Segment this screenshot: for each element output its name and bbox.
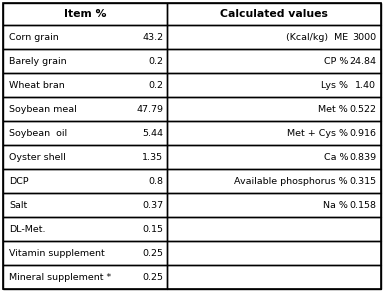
Text: 0.25: 0.25: [142, 272, 164, 281]
Text: Available phosphorus %: Available phosphorus %: [234, 176, 348, 185]
Text: 1.35: 1.35: [142, 152, 164, 161]
Text: 43.2: 43.2: [142, 32, 164, 41]
Bar: [3, 3, 167, 25]
Bar: [167, 49, 381, 73]
Bar: [167, 193, 381, 217]
Text: 0.315: 0.315: [349, 176, 376, 185]
Text: Mineral supplement *: Mineral supplement *: [9, 272, 111, 281]
Bar: [3, 217, 167, 241]
Text: Soybean  oil: Soybean oil: [9, 128, 67, 138]
Bar: [3, 73, 167, 97]
Text: (Kcal/kg)  ME: (Kcal/kg) ME: [286, 32, 348, 41]
Text: Barely grain: Barely grain: [9, 56, 67, 65]
Bar: [167, 169, 381, 193]
Bar: [167, 217, 381, 241]
Text: 0.916: 0.916: [349, 128, 376, 138]
Bar: [167, 241, 381, 265]
Bar: [3, 193, 167, 217]
Text: 0.37: 0.37: [142, 201, 164, 209]
Bar: [3, 265, 167, 289]
Text: Na %: Na %: [323, 201, 348, 209]
Bar: [167, 145, 381, 169]
Text: Met + Cys %: Met + Cys %: [287, 128, 348, 138]
Text: DL-Met.: DL-Met.: [9, 225, 45, 234]
Text: Salt: Salt: [9, 201, 27, 209]
Text: 0.522: 0.522: [349, 105, 376, 114]
Text: 0.839: 0.839: [349, 152, 376, 161]
Text: 0.8: 0.8: [149, 176, 164, 185]
Text: 0.2: 0.2: [149, 56, 164, 65]
Bar: [3, 145, 167, 169]
Bar: [3, 241, 167, 265]
Text: Wheat bran: Wheat bran: [9, 81, 65, 90]
Text: 0.15: 0.15: [142, 225, 164, 234]
Text: 24.84: 24.84: [349, 56, 376, 65]
Text: 0.158: 0.158: [349, 201, 376, 209]
Bar: [3, 49, 167, 73]
Text: Soybean meal: Soybean meal: [9, 105, 77, 114]
Bar: [167, 97, 381, 121]
Text: Item %: Item %: [64, 9, 106, 19]
Text: Oyster shell: Oyster shell: [9, 152, 66, 161]
Text: 5.44: 5.44: [142, 128, 164, 138]
Bar: [3, 169, 167, 193]
Text: Ca %: Ca %: [323, 152, 348, 161]
Text: 3000: 3000: [352, 32, 376, 41]
Bar: [167, 121, 381, 145]
Bar: [3, 25, 167, 49]
Text: CP %: CP %: [324, 56, 348, 65]
Bar: [167, 3, 381, 25]
Text: 0.2: 0.2: [149, 81, 164, 90]
Text: Met %: Met %: [318, 105, 348, 114]
Text: Lys %: Lys %: [321, 81, 348, 90]
Text: DCP: DCP: [9, 176, 29, 185]
Text: Corn grain: Corn grain: [9, 32, 59, 41]
Bar: [3, 97, 167, 121]
Text: 0.25: 0.25: [142, 248, 164, 258]
Text: Vitamin supplement: Vitamin supplement: [9, 248, 105, 258]
Text: Calculated values: Calculated values: [220, 9, 328, 19]
Bar: [167, 25, 381, 49]
Bar: [167, 265, 381, 289]
Text: 1.40: 1.40: [355, 81, 376, 90]
Bar: [167, 73, 381, 97]
Bar: [3, 121, 167, 145]
Text: 47.79: 47.79: [136, 105, 164, 114]
